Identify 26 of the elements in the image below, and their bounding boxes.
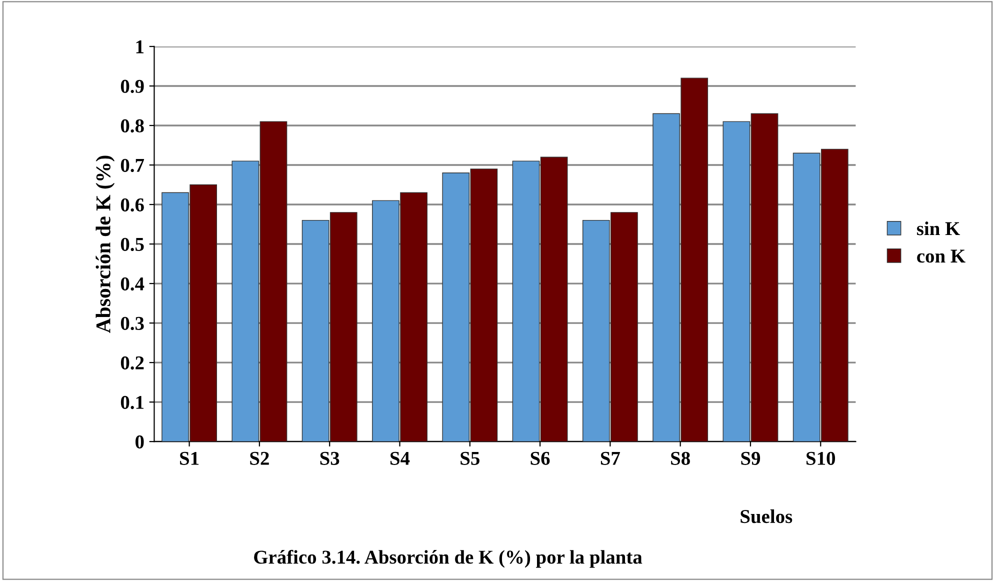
x-tick-label: S6 [530,452,550,465]
y-tick-label: 0 [136,435,144,448]
x-tick-label: S3 [320,452,340,465]
y-tick-label: 0.1 [120,396,144,410]
x-axis-title: Suelos [740,509,792,524]
y-axis-title: Absorción de K (%) [96,156,115,334]
y-tick-label: 0.5 [120,238,144,252]
y-tick-label: 0.3 [120,316,144,330]
x-tick-label: S9 [741,452,760,465]
y-tick-label: 0.2 [120,356,144,370]
x-tick-label: S4 [390,452,410,465]
y-tick-label: 0.6 [120,198,144,212]
text: Gráfico 3.14. Absorción de K (%) por la planta [254,550,642,568]
y-tick-label: 0.8 [120,119,144,133]
x-tick-label: S7 [600,452,620,465]
y-tick-label: 0.4 [120,277,144,291]
x-tick-label: S2 [250,452,269,465]
y-tick-label: 1 [136,40,144,54]
y-tick-label: 0.9 [120,80,144,94]
legend-label: sin K [916,222,960,236]
x-tick-label: S5 [460,452,480,465]
y-tick-label: 0.7 [120,158,144,172]
x-tick-label: S10 [806,452,836,465]
x-tick-label: S8 [671,452,690,465]
legend-label: con K [917,250,966,263]
x-tick-label: S1 [180,452,199,465]
